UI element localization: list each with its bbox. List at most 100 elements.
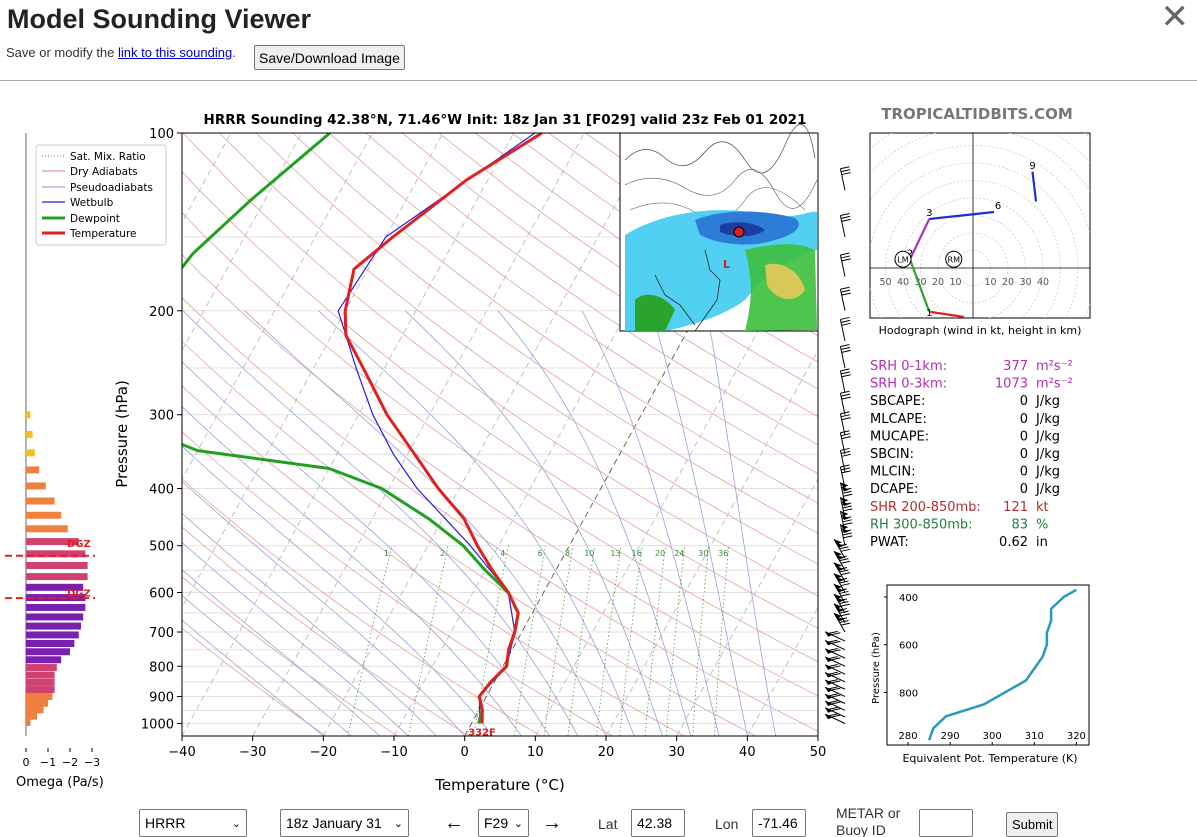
isotherm (182, 133, 515, 736)
hodograph-ring-label: 10 (984, 277, 996, 288)
param-unit: J/kg (1035, 394, 1060, 409)
omega-bar (26, 639, 75, 647)
page-title: Model Sounding Viewer (7, 4, 312, 34)
wind-barb (824, 686, 846, 697)
wind-barb (839, 430, 851, 455)
barb-line (828, 664, 838, 668)
barb-line (828, 648, 838, 652)
chevron-down-icon: ⌄ (393, 817, 403, 830)
metar-input[interactable] (919, 809, 973, 837)
barb-line (831, 632, 841, 636)
barb-line (841, 502, 852, 506)
param-label: SHR 200-850mb: (870, 500, 981, 515)
temp-tick-label: 0 (461, 745, 469, 760)
hodograph-frame (869, 132, 1091, 319)
wind-barb (839, 464, 851, 489)
barb-line (843, 508, 853, 512)
wind-barb (824, 693, 846, 704)
barb-line (840, 593, 851, 597)
theta-e-ytick-label: 600 (899, 641, 918, 652)
barb-flag (841, 514, 850, 520)
moist-adiabat (182, 542, 409, 736)
isotherm (5, 133, 19, 736)
mixing-ratio-label: 20 (655, 549, 665, 558)
omega-bar (26, 466, 40, 474)
hodograph-trace (909, 218, 931, 260)
model-select[interactable]: HRRR ⌄ (139, 809, 247, 837)
wind-barb (833, 573, 851, 593)
param-value: 0 (1020, 412, 1028, 427)
omega-bar (26, 664, 57, 672)
param-label: SRH 0-1km: (870, 359, 947, 374)
omega-label: Omega (Pa/s) (16, 775, 104, 790)
dry-adiabat (182, 526, 470, 736)
mixing-ratio-line (619, 545, 643, 736)
barb-line (840, 252, 850, 256)
hodograph-ring-label: 30 (914, 277, 926, 288)
param-unit: J/kg (1035, 412, 1060, 427)
barb-line (839, 546, 849, 550)
wind-barb (839, 316, 851, 342)
temp-tick-label: 40 (739, 745, 756, 760)
skewt-profiles: 332F (182, 133, 543, 736)
barb-line (837, 543, 848, 547)
lon-input[interactable]: -71.46 (752, 809, 806, 837)
next-forecast-button[interactable]: → (542, 811, 562, 834)
lat-input[interactable]: 42.38 (631, 809, 685, 837)
barb-line (840, 368, 850, 372)
barb-flag (825, 679, 834, 685)
barb-flag (825, 694, 834, 700)
theta-e-xtick-label: 300 (983, 731, 1002, 742)
dgz-label: DGZ (67, 539, 91, 550)
hodograph-trace (929, 310, 965, 318)
barb-flag (836, 576, 844, 582)
wind-barb (833, 593, 851, 614)
param-value: 0 (1020, 465, 1028, 480)
prev-forecast-button[interactable]: ← (444, 811, 464, 834)
forecast-select[interactable]: F29 ⌄ (478, 809, 529, 837)
barb-staff (839, 432, 846, 455)
barb-staff (839, 346, 846, 369)
omega-tick-label: −2 (62, 756, 78, 769)
mixing-ratio-label: 16 (632, 549, 642, 558)
mixing-ratio-line (543, 545, 574, 736)
param-unit: in (1036, 535, 1048, 550)
barb-flag (834, 573, 842, 579)
sounding-link[interactable]: link to this sounding (118, 45, 233, 60)
wind-barb (839, 447, 851, 473)
barb-flag (825, 707, 834, 713)
hodograph-caption: Hodograph (wind in kt, height in km) (879, 324, 1082, 337)
save-download-button[interactable]: Save/Download Image (254, 45, 405, 70)
param-value: 83 (1011, 517, 1028, 532)
param-value: 0 (1020, 482, 1028, 497)
omega-profile: DGZ DGZ 0 −1 −2 −3 (5, 133, 100, 769)
run-select[interactable]: 18z January 31 ⌄ (280, 809, 409, 837)
barb-line (828, 713, 838, 717)
hodograph-ring-label: 50 (879, 277, 891, 288)
barb-line (840, 548, 851, 552)
theta-e-ytick-label: 800 (899, 688, 918, 699)
barb-flag (836, 587, 844, 593)
barb-flag (834, 583, 842, 589)
dry-adiabat (402, 133, 818, 418)
hodograph-grid: 50 40 30 20 10 10 20 30 40 1 2 3 6 9 LM RM (870, 133, 1090, 318)
barb-line (840, 346, 851, 350)
omega-bar (26, 411, 31, 419)
mixing-ratio-label: 2 (440, 549, 445, 558)
barb-staff (839, 319, 846, 342)
moist-adiabat (706, 310, 776, 736)
hodograph-height-label: 6 (995, 201, 1001, 212)
barb-flag (834, 551, 842, 557)
barb-flag (825, 640, 834, 646)
theta-e-xtick-label: 290 (941, 731, 960, 742)
legend-entry: Temperature (69, 228, 137, 240)
wind-barb (824, 664, 846, 675)
close-icon[interactable]: ✕ (1160, 0, 1190, 36)
barb-line (840, 255, 851, 259)
pressure-tick-label: 1000 (141, 717, 174, 732)
moist-adiabat (182, 406, 522, 736)
moist-adiabat (182, 361, 550, 736)
temp-tick-label: −30 (239, 745, 266, 760)
submit-button[interactable]: Submit (1006, 812, 1059, 837)
